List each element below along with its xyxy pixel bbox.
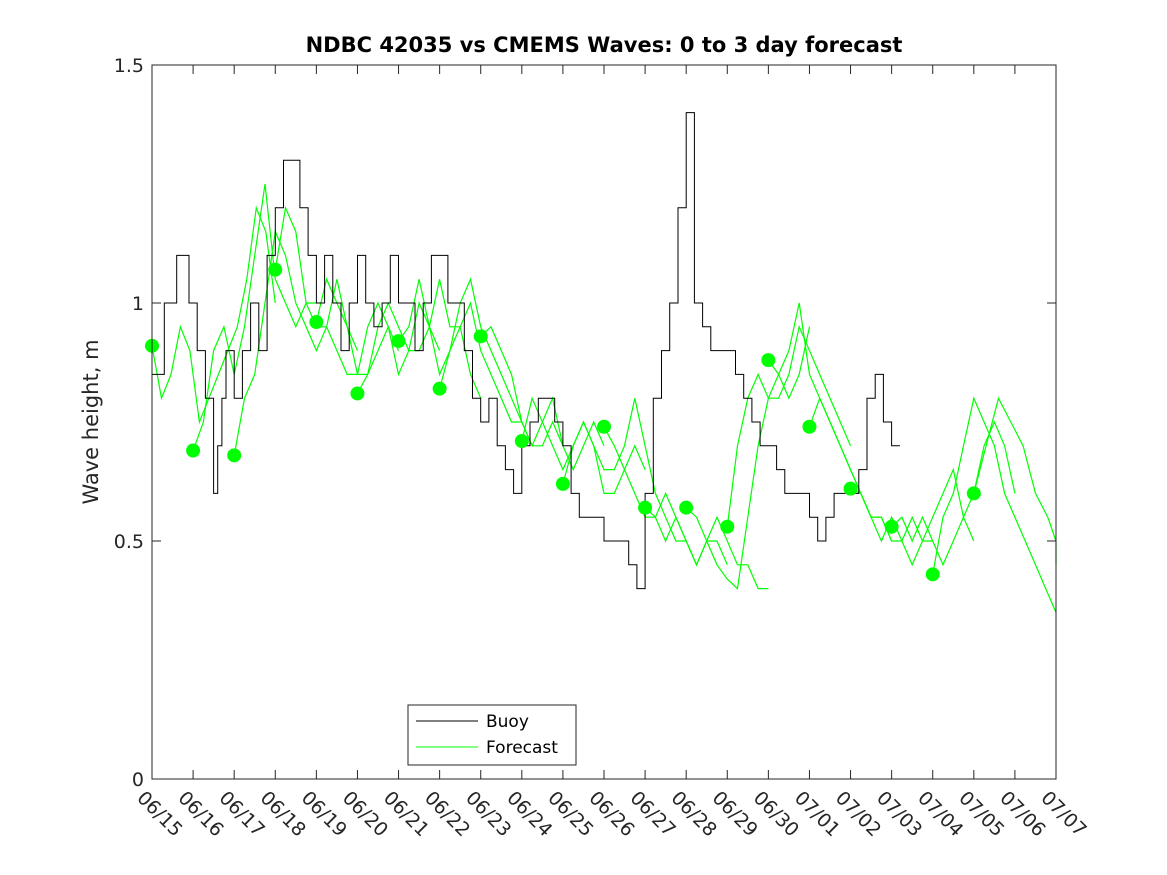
legend: Buoy Forecast bbox=[407, 704, 577, 766]
forecast-line bbox=[398, 279, 522, 423]
y-tick-label: 0 bbox=[132, 769, 144, 791]
forecast-start-dot bbox=[268, 262, 283, 277]
y-axis-ticks: 0 0.5 1 1.5 bbox=[114, 55, 1056, 791]
forecast-start-dot bbox=[227, 448, 242, 463]
forecast-start-dot bbox=[186, 443, 201, 458]
forecast-start-dot bbox=[884, 519, 899, 534]
forecast-line bbox=[233, 229, 359, 456]
buoy-series-group bbox=[152, 112, 900, 590]
forecast-start-dot bbox=[514, 434, 529, 449]
forecast-line bbox=[850, 467, 975, 567]
y-tick-label: 1 bbox=[132, 293, 144, 315]
forecast-start-markers bbox=[145, 262, 981, 582]
forecast-start-dot bbox=[638, 500, 653, 515]
forecast-line bbox=[891, 420, 1016, 567]
legend-box bbox=[407, 704, 577, 766]
forecast-start-dot bbox=[761, 353, 776, 368]
forecast-start-dot bbox=[473, 329, 488, 344]
forecast-start-dot bbox=[597, 419, 611, 434]
buoy-line bbox=[152, 112, 900, 590]
forecast-start-dot bbox=[966, 486, 981, 501]
forecast-line bbox=[151, 205, 276, 425]
forecast-start-dot bbox=[843, 481, 858, 496]
forecast-start-dot bbox=[925, 567, 940, 582]
y-tick-label: 0.5 bbox=[114, 531, 144, 553]
forecast-start-dot bbox=[555, 476, 570, 491]
forecast-start-dot bbox=[802, 419, 817, 434]
forecast-line bbox=[685, 326, 811, 590]
forecast-line bbox=[274, 205, 400, 375]
forecast-line bbox=[562, 398, 687, 542]
y-tick-label: 1.5 bbox=[114, 55, 144, 77]
chart-title: NDBC 42035 vs CMEMS Waves: 0 to 3 day fo… bbox=[306, 33, 903, 57]
legend-label-forecast: Forecast bbox=[486, 738, 558, 758]
legend-label-buoy: Buoy bbox=[486, 712, 529, 732]
forecast-start-dot bbox=[720, 519, 735, 534]
forecast-start-dot bbox=[679, 500, 694, 515]
forecast-line bbox=[192, 183, 317, 451]
forecast-start-dot bbox=[309, 315, 324, 330]
y-axis-label: Wave height, m bbox=[79, 339, 103, 504]
forecast-start-dot bbox=[391, 334, 406, 349]
forecast-start-dot bbox=[432, 381, 447, 396]
forecast-line bbox=[932, 396, 1057, 613]
forecast-start-dot bbox=[350, 386, 365, 401]
